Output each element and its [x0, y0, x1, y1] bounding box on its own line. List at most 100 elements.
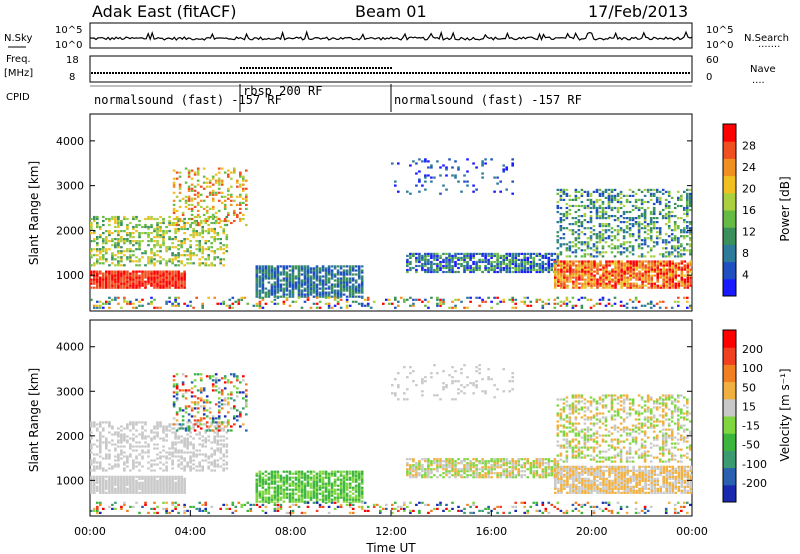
- backscatter-cell: [529, 304, 533, 307]
- backscatter-cell: [460, 262, 463, 266]
- backscatter-cell: [554, 280, 557, 283]
- backscatter-cell: [656, 262, 659, 265]
- backscatter-cell: [505, 268, 508, 272]
- backscatter-cell: [222, 248, 225, 251]
- colorbar-swatch: [723, 158, 736, 177]
- backscatter-cell: [625, 194, 629, 197]
- backscatter-cell: [598, 223, 602, 226]
- backscatter-cell: [99, 256, 102, 259]
- backscatter-cell: [99, 433, 102, 436]
- backscatter-cell: [208, 429, 212, 432]
- backscatter-cell: [584, 274, 587, 277]
- backscatter-cell: [117, 219, 120, 223]
- backscatter-cell: [282, 277, 286, 280]
- backscatter-cell: [242, 375, 245, 378]
- backscatter-cell: [150, 481, 153, 484]
- backscatter-cell: [614, 266, 617, 269]
- backscatter-cell: [90, 447, 93, 450]
- backscatter-cell: [165, 477, 168, 480]
- backscatter-cell: [129, 445, 132, 448]
- backscatter-cell: [644, 260, 647, 263]
- backscatter-cell: [174, 217, 177, 221]
- backscatter-cell: [632, 262, 635, 265]
- backscatter-cell: [171, 276, 174, 279]
- backscatter-cell: [508, 264, 511, 268]
- backscatter-cell: [211, 379, 215, 382]
- backscatter-cell: [661, 208, 665, 212]
- backscatter-cell: [258, 490, 262, 493]
- backscatter-cell: [315, 476, 319, 479]
- backscatter-cell: [664, 190, 668, 193]
- backscatter-cell: [105, 437, 108, 440]
- backscatter-cell: [211, 385, 215, 388]
- backscatter-cell: [342, 500, 346, 503]
- backscatter-cell: [644, 284, 647, 287]
- backscatter-cell: [336, 498, 340, 501]
- backscatter-cell: [126, 232, 129, 235]
- backscatter-cell: [626, 268, 629, 271]
- backscatter-cell: [541, 270, 545, 274]
- backscatter-cell: [553, 306, 557, 309]
- backscatter-cell: [108, 278, 111, 281]
- backscatter-cell: [560, 264, 563, 267]
- backscatter-cell: [108, 232, 111, 235]
- backscatter-cell: [255, 492, 259, 495]
- backscatter-cell: [150, 276, 153, 279]
- backscatter-cell: [321, 285, 325, 288]
- backscatter-cell: [324, 472, 328, 475]
- backscatter-cell: [132, 477, 135, 480]
- backscatter-cell: [557, 270, 560, 273]
- backscatter-cell: [183, 483, 186, 486]
- backscatter-cell: [141, 425, 144, 428]
- backscatter-cell: [264, 302, 268, 305]
- backscatter-cell: [198, 431, 201, 434]
- backscatter-cell: [273, 275, 277, 278]
- backscatter-cell: [165, 481, 168, 484]
- backscatter-cell: [318, 275, 322, 278]
- backscatter-cell: [217, 397, 221, 400]
- backscatter-cell: [596, 268, 599, 271]
- backscatter-cell: [207, 254, 210, 257]
- backscatter-cell: [196, 201, 200, 204]
- backscatter-cell: [159, 215, 162, 219]
- backscatter-cell: [174, 272, 177, 275]
- backscatter-cell: [193, 185, 197, 188]
- backscatter-cell: [225, 461, 229, 464]
- backscatter-cell: [285, 279, 289, 282]
- backscatter-cell: [327, 267, 331, 270]
- backscatter-cell: [223, 223, 227, 227]
- backscatter-cell: [156, 278, 159, 281]
- backscatter-cell: [297, 500, 301, 503]
- backscatter-cell: [581, 268, 584, 271]
- backscatter-cell: [153, 246, 156, 249]
- backscatter-cell: [159, 244, 162, 247]
- backscatter-cell: [306, 271, 310, 274]
- backscatter-cell: [201, 443, 204, 446]
- colorbar-swatch: [723, 278, 736, 297]
- backscatter-cell: [245, 429, 248, 432]
- backscatter-cell: [565, 194, 569, 197]
- backscatter-cell: [190, 387, 194, 390]
- backscatter-cell: [285, 267, 289, 270]
- backscatter-cell: [641, 274, 644, 277]
- backscatter-cell: [177, 463, 180, 466]
- backscatter-cell: [442, 264, 445, 268]
- backscatter-cell: [297, 265, 301, 268]
- backscatter-cell: [460, 258, 463, 261]
- backscatter-cell: [168, 423, 171, 426]
- backscatter-cell: [99, 439, 102, 442]
- backscatter-cell: [177, 219, 180, 223]
- backscatter-cell: [120, 451, 123, 454]
- backscatter-cell: [105, 280, 108, 283]
- backscatter-cell: [586, 245, 590, 248]
- backscatter-cell: [333, 296, 337, 299]
- backscatter-cell: [180, 435, 183, 438]
- backscatter-cell: [637, 235, 641, 238]
- backscatter-cell: [168, 483, 171, 486]
- backscatter-cell: [553, 298, 557, 301]
- backscatter-cell: [565, 217, 569, 220]
- backscatter-cell: [282, 279, 286, 282]
- backscatter-cell: [640, 200, 644, 204]
- backscatter-cell: [196, 203, 200, 206]
- backscatter-cell: [613, 206, 617, 210]
